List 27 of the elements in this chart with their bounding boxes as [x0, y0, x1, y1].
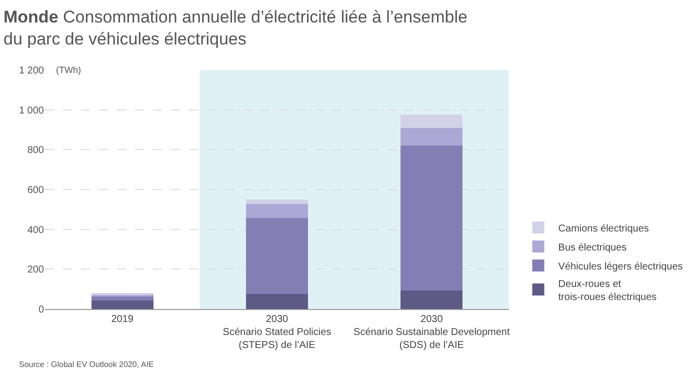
- source-note: Source : Global EV Outlook 2020, AIE: [19, 360, 154, 369]
- bar: [400, 146, 463, 291]
- y-tick-label: 200: [27, 264, 44, 276]
- y-tick-label: 800: [27, 145, 44, 156]
- y-tick-label: 1 000: [18, 105, 44, 116]
- y-tick-label: 0: [38, 304, 44, 316]
- bar: [400, 114, 463, 128]
- y-tick-label: 400: [27, 224, 44, 236]
- y-tick-label: 1 200: [18, 66, 44, 76]
- bar: [246, 204, 308, 218]
- bar: [400, 290, 463, 309]
- bar: [400, 128, 463, 146]
- legend-label: Bus électriques: [558, 242, 627, 254]
- bar: [91, 300, 154, 309]
- bar: [246, 294, 308, 309]
- legend-label: Camions électriques: [558, 223, 649, 234]
- y-axis-title: (TWh): [56, 65, 81, 75]
- bar: [246, 218, 308, 294]
- bar: [246, 199, 308, 204]
- legend-label: Deux-roues et trois-roues électriques: [558, 278, 657, 303]
- chart-title: Monde: [4, 7, 58, 26]
- legend-label: Véhicules légers électriques: [558, 261, 683, 272]
- x-tick-label: 2030 Scénario Sustainable Development (SDS) de l’AIE: [354, 314, 510, 351]
- x-tick-label: 2030 Scénario Stated Policies (STEPS) de l’AIE: [222, 314, 332, 351]
- y-tick-label: 600: [27, 185, 44, 196]
- bar: [91, 296, 154, 301]
- x-tick-label: 2019: [111, 314, 134, 325]
